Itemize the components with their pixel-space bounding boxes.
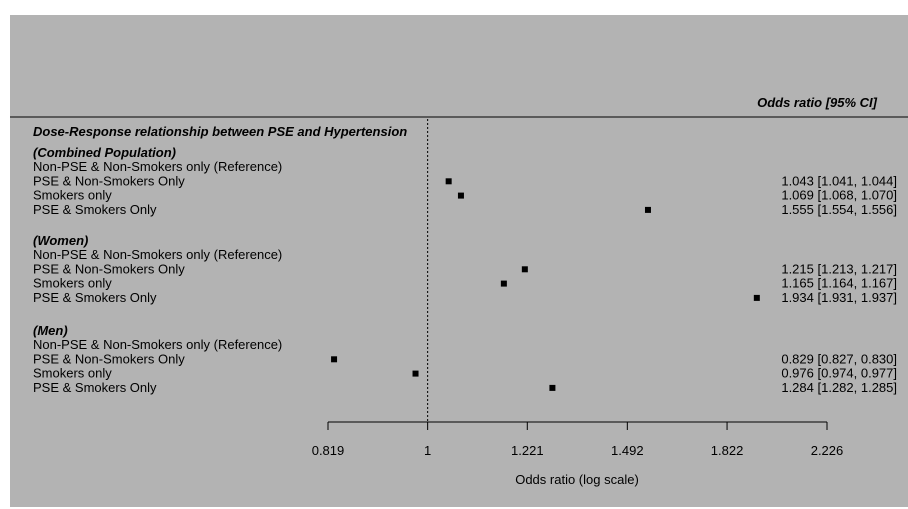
point-estimate <box>549 384 556 391</box>
estimate-text: 0.829 [0.827, 0.830] <box>781 351 897 366</box>
estimate-text: 1.555 [1.554, 1.556] <box>781 202 897 217</box>
x-tick-label: 1.492 <box>611 443 644 458</box>
row-label: Smokers only <box>33 188 112 203</box>
group-header: (Women) <box>33 233 88 248</box>
row-label: PSE & Smokers Only <box>33 202 157 217</box>
group-header: (Combined Population) <box>33 145 176 160</box>
plot-title: Dose-Response relationship between PSE a… <box>33 124 407 139</box>
column-header: Odds ratio [95% CI] <box>757 95 878 110</box>
estimate-text: 1.284 [1.282, 1.285] <box>781 380 897 395</box>
group-header: (Men) <box>33 323 68 338</box>
x-tick-label: 1.221 <box>511 443 544 458</box>
point-estimate <box>521 266 528 273</box>
row-label: Smokers only <box>33 276 112 291</box>
point-estimate <box>331 356 338 363</box>
estimate-text: 1.934 [1.931, 1.937] <box>781 290 897 305</box>
point-estimate <box>753 294 760 301</box>
row-label: PSE & Non-Smokers Only <box>33 261 185 276</box>
row-label: Non-PSE & Non-Smokers only (Reference) <box>33 159 282 174</box>
x-tick-label: 0.819 <box>312 443 345 458</box>
point-estimate <box>457 192 464 199</box>
estimate-text: 1.069 [1.068, 1.070] <box>781 188 897 203</box>
plot-panel <box>10 15 908 507</box>
x-tick-label: 1 <box>424 443 431 458</box>
row-label: PSE & Smokers Only <box>33 380 157 395</box>
estimate-text: 1.215 [1.213, 1.217] <box>781 261 897 276</box>
row-label: PSE & Non-Smokers Only <box>33 351 185 366</box>
row-label: PSE & Smokers Only <box>33 290 157 305</box>
point-estimate <box>500 280 507 287</box>
x-axis-label: Odds ratio (log scale) <box>515 472 639 487</box>
row-label: PSE & Non-Smokers Only <box>33 173 185 188</box>
point-estimate <box>445 178 452 185</box>
point-estimate <box>412 370 419 377</box>
row-label: Smokers only <box>33 366 112 381</box>
estimate-text: 1.043 [1.041, 1.044] <box>781 173 897 188</box>
row-label: Non-PSE & Non-Smokers only (Reference) <box>33 337 282 352</box>
point-estimate <box>644 206 651 213</box>
estimate-text: 0.976 [0.974, 0.977] <box>781 366 897 381</box>
estimate-text: 1.165 [1.164, 1.167] <box>781 276 897 291</box>
x-tick-label: 2.226 <box>811 443 844 458</box>
x-tick-label: 1.822 <box>711 443 744 458</box>
row-label: Non-PSE & Non-Smokers only (Reference) <box>33 247 282 262</box>
